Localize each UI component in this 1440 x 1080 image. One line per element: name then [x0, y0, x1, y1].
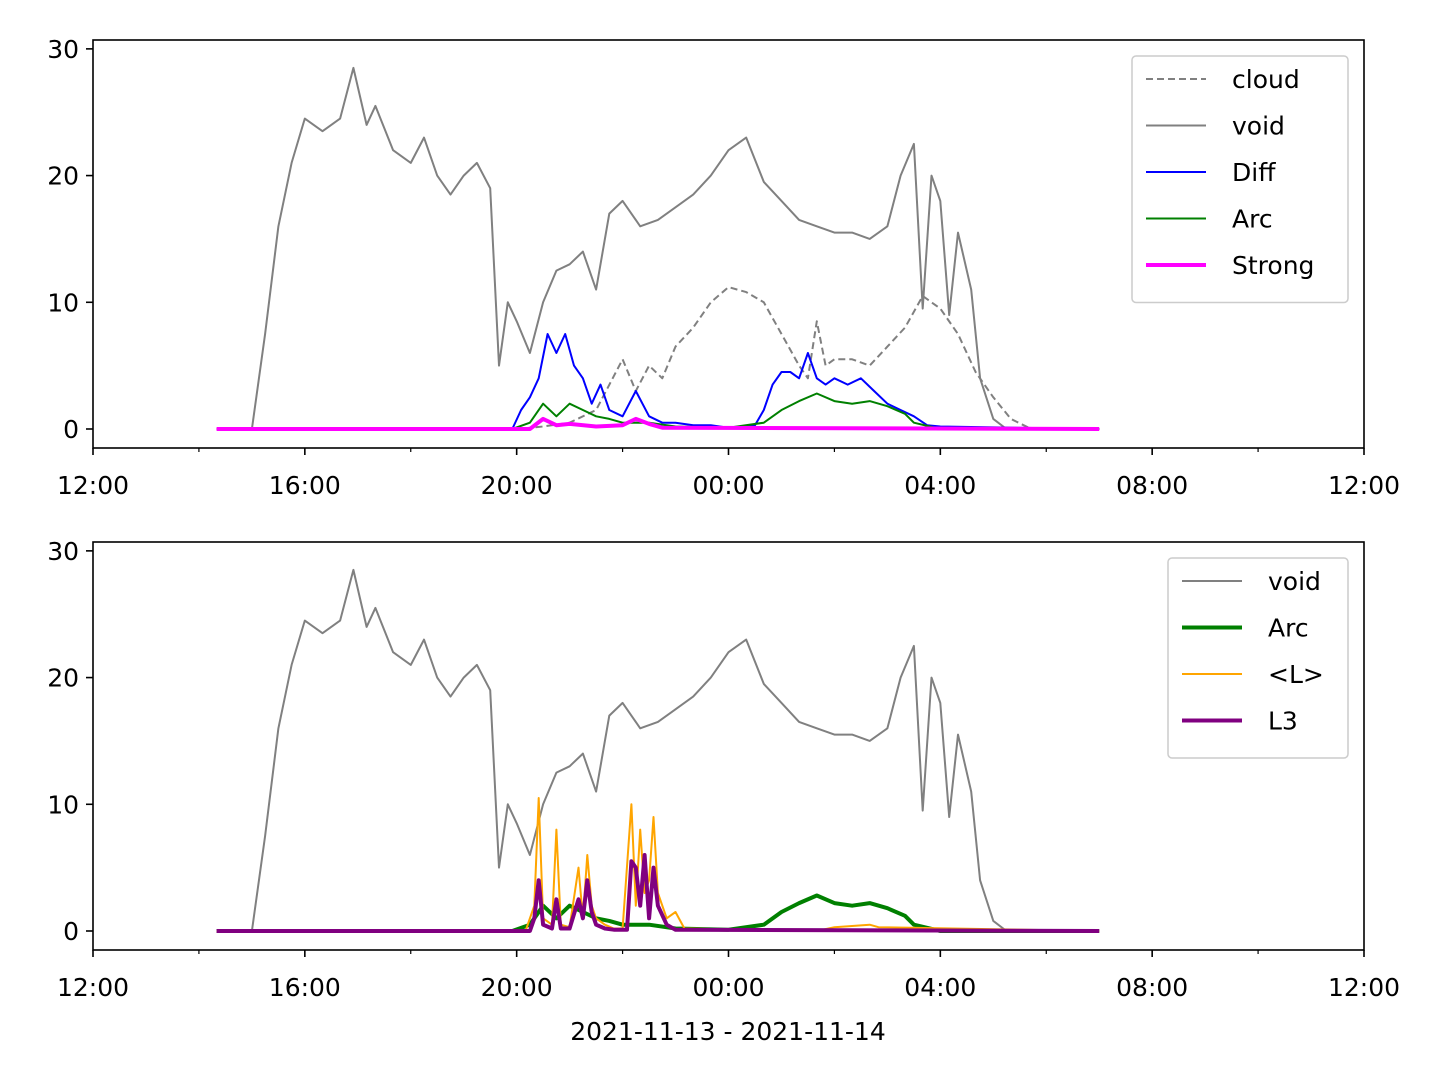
series-line-cloud: [216, 286, 1100, 430]
x-tick-label: 20:00: [481, 471, 553, 500]
legend-label: Strong: [1232, 251, 1314, 280]
x-tick-label: 00:00: [692, 973, 764, 1002]
x-tick-label: 20:00: [481, 973, 553, 1002]
x-tick-label: 08:00: [1116, 471, 1188, 500]
legend-label: <L>: [1268, 660, 1324, 689]
y-tick-label: 30: [47, 35, 79, 64]
legend-frame: [1167, 557, 1349, 759]
legend-label: Diff: [1232, 158, 1276, 187]
x-tick-label: 12:00: [57, 973, 129, 1002]
y-tick-label: 0: [63, 415, 79, 444]
legend-label: L3: [1268, 707, 1298, 736]
series-line-void: [216, 568, 1100, 932]
x-tick-label: 16:00: [269, 973, 341, 1002]
series-line-strong: [216, 416, 1100, 431]
legend-label: Arc: [1268, 614, 1309, 643]
x-tick-label: 00:00: [692, 471, 764, 500]
series-line-l3: [216, 853, 1100, 933]
x-tick-label: 12:00: [57, 471, 129, 500]
x-tick-label: 04:00: [904, 471, 976, 500]
y-tick-label: 20: [47, 664, 79, 693]
y-tick-label: 30: [47, 537, 79, 566]
x-tick-label: 04:00: [904, 973, 976, 1002]
x-tick-label: 16:00: [269, 471, 341, 500]
legend-label: void: [1232, 112, 1285, 141]
legend-frame: [1131, 55, 1349, 304]
legend: void Arc <L> L3: [1167, 557, 1349, 759]
x-axis-label: 2021-11-13 - 2021-11-14: [570, 1017, 886, 1046]
x-tick-label: 12:00: [1328, 973, 1400, 1002]
y-tick-label: 20: [47, 162, 79, 191]
chart-panel-2: 0 10 20 30 12:00 16:00 20:00 00:00 04:00 08:00 12:…: [47, 537, 1400, 1002]
legend: cloud void Diff Arc Strong: [1131, 55, 1349, 304]
chart-panel-1: 0 10 20 30 12:00 16:00 20:00 00:00 04:00 08:00 12:…: [47, 35, 1400, 500]
series-line-void: [216, 66, 1100, 430]
legend-label: cloud: [1232, 65, 1300, 94]
x-tick-label: 12:00: [1328, 471, 1400, 500]
legend-label: Arc: [1232, 205, 1273, 234]
legend-label: void: [1268, 567, 1321, 596]
x-tick-label: 08:00: [1116, 973, 1188, 1002]
y-tick-label: 10: [47, 288, 79, 317]
y-tick-label: 10: [47, 790, 79, 819]
y-tick-label: 0: [63, 917, 79, 946]
